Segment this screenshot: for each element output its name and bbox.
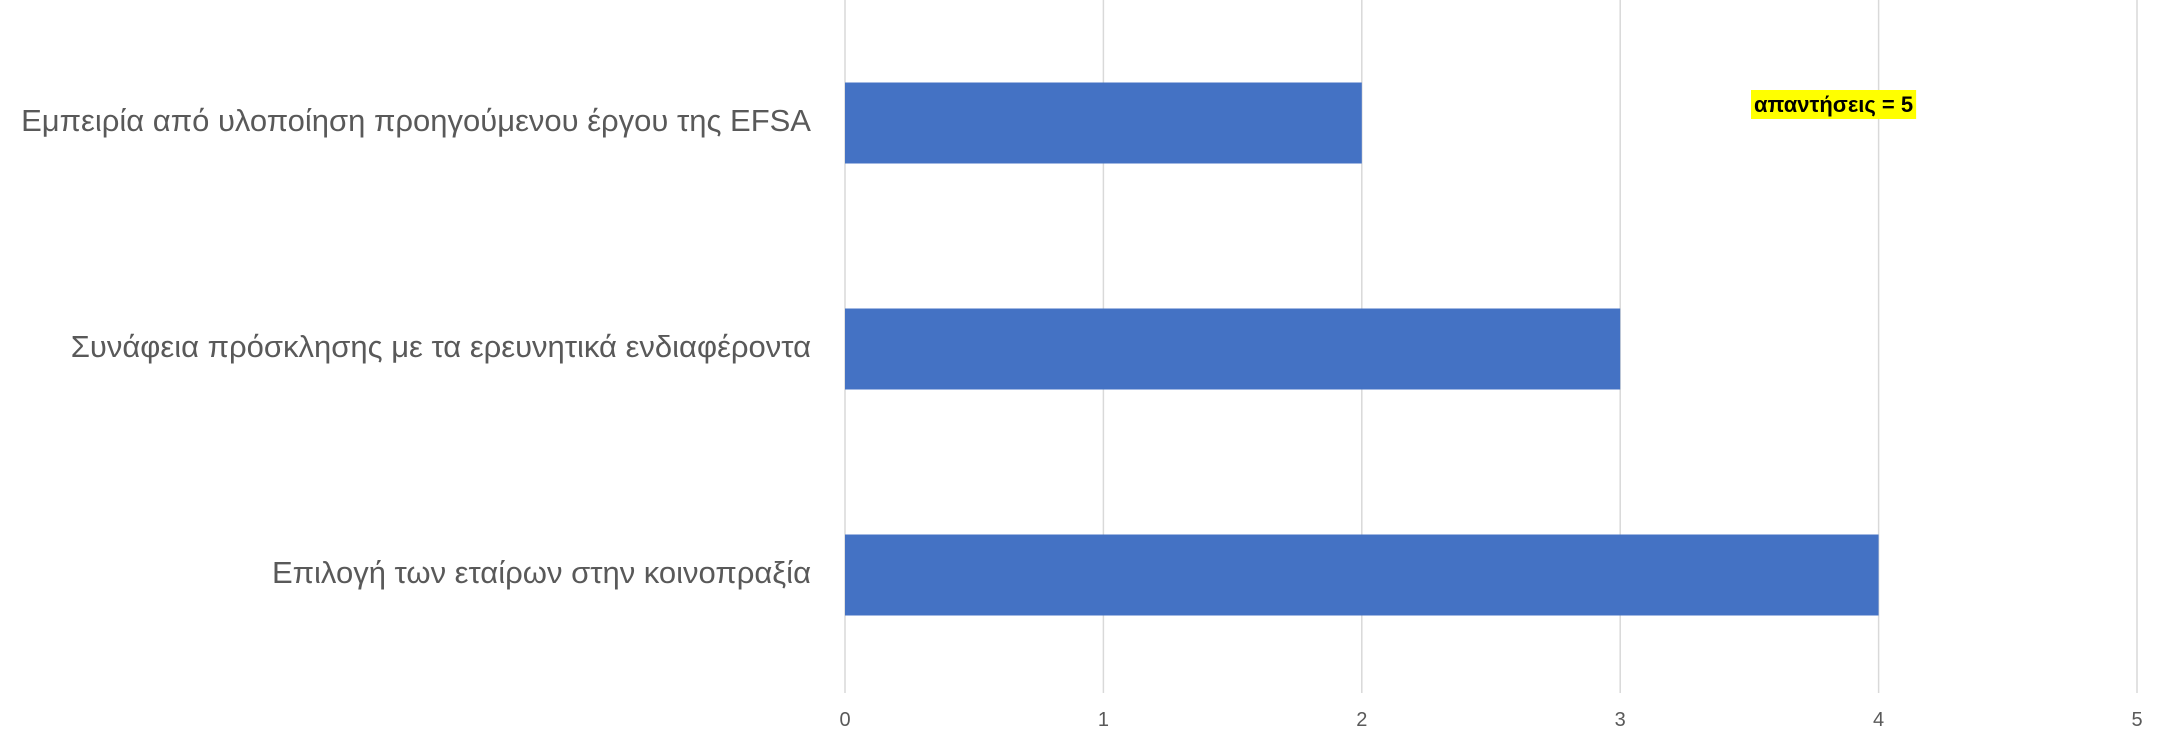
bar-2	[845, 534, 1879, 616]
bars	[845, 82, 1879, 616]
annotation-highlight	[1751, 90, 1917, 119]
category-labels: Εμπειρία από υλοποίηση προηγούμενου έργο…	[21, 103, 811, 590]
x-tick-label-1: 1	[1098, 709, 1109, 730]
bar-0	[845, 82, 1362, 164]
x-tick-label-2: 2	[1356, 709, 1367, 730]
annotation: απαντήσεις = 5	[1751, 90, 1917, 119]
bar-1	[845, 308, 1621, 390]
x-axis-tick-labels: 0 1 2 3 4 5	[839, 709, 2142, 730]
x-tick-label-0: 0	[839, 709, 850, 730]
x-tick-label-4: 4	[1873, 709, 1884, 730]
category-label-1: Συνάφεια πρόσκλησης με τα ερευνητικά ενδ…	[71, 329, 811, 364]
category-label-2: Επιλογή των εταίρων στην κοινοπραξία	[272, 555, 811, 590]
category-label-0: Εμπειρία από υλοποίηση προηγούμενου έργο…	[21, 103, 811, 138]
x-tick-label-3: 3	[1615, 709, 1626, 730]
annotation-label: απαντήσεις = 5	[1754, 92, 1913, 117]
x-tick-label-5: 5	[2131, 709, 2142, 730]
